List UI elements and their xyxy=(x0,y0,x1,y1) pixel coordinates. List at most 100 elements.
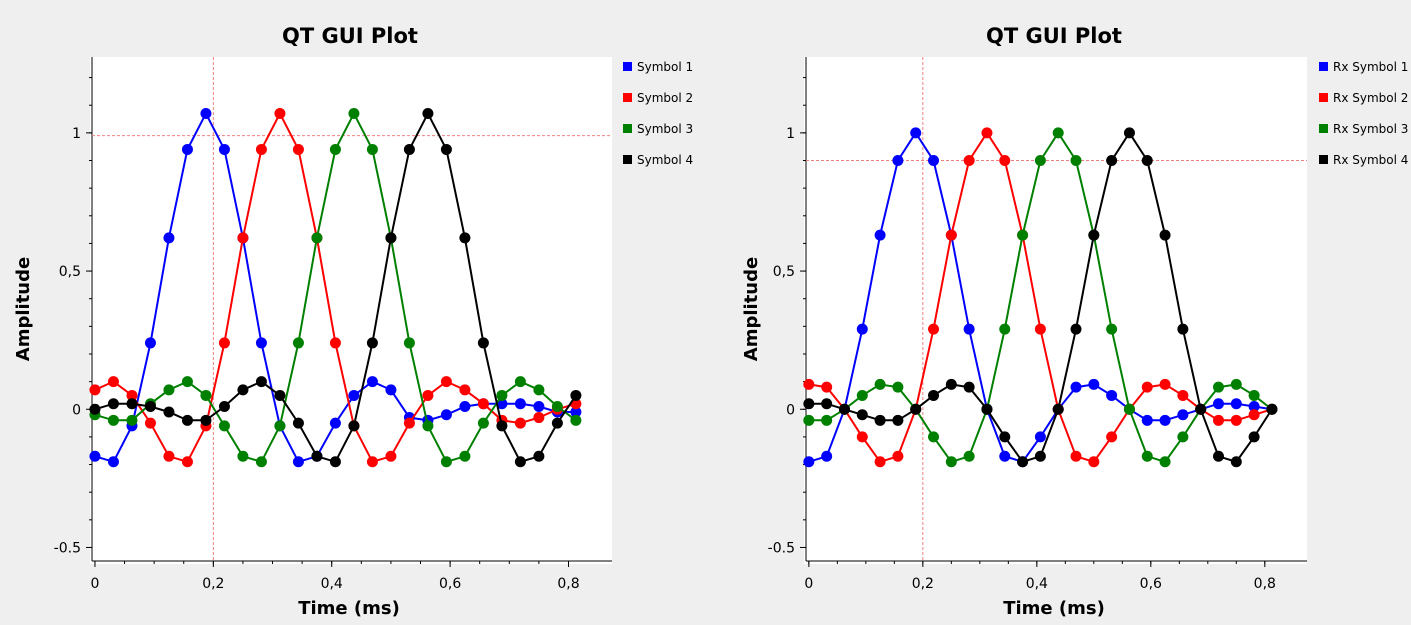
data-point xyxy=(366,376,378,388)
data-point xyxy=(107,376,119,388)
x-tick-label: 0,2 xyxy=(912,576,934,592)
y-axis-label: Amplitude xyxy=(741,257,762,361)
data-point xyxy=(1088,378,1100,390)
data-point xyxy=(963,381,975,393)
data-point xyxy=(1052,403,1064,415)
legend-item[interactable]: Rx Symbol 2 xyxy=(1319,91,1408,105)
chart-rx-symbols: QT GUI Plot Time (ms) Amplitude -0.5 0 0,5… xyxy=(741,24,1408,619)
legend-swatch xyxy=(623,155,632,164)
data-point xyxy=(892,381,904,393)
data-point xyxy=(1017,456,1029,468)
data-point xyxy=(126,398,138,410)
data-point xyxy=(1123,127,1135,139)
data-point xyxy=(1212,381,1224,393)
plot-canvas[interactable] xyxy=(804,57,1307,564)
data-point xyxy=(999,155,1011,167)
x-tick-label: 0 xyxy=(804,576,813,592)
data-point xyxy=(385,232,397,244)
data-point xyxy=(838,403,850,415)
data-point xyxy=(255,376,267,388)
data-point xyxy=(440,456,452,468)
data-point xyxy=(89,403,101,415)
data-point xyxy=(1141,155,1153,167)
y-axis-label: Amplitude xyxy=(13,257,34,361)
data-point xyxy=(1070,323,1082,335)
data-point xyxy=(874,456,886,468)
data-point xyxy=(348,108,360,120)
data-point xyxy=(496,389,508,401)
data-point xyxy=(1034,155,1046,167)
series-4 xyxy=(803,127,1278,468)
data-point xyxy=(255,143,267,155)
data-point xyxy=(292,456,304,468)
data-point xyxy=(144,417,156,429)
data-point xyxy=(459,232,471,244)
data-point xyxy=(856,323,868,335)
data-point xyxy=(1248,389,1260,401)
data-point xyxy=(533,401,545,413)
series-4 xyxy=(89,108,582,468)
data-point xyxy=(348,389,360,401)
data-point xyxy=(803,456,815,468)
legend-item[interactable]: Rx Symbol 4 xyxy=(1319,153,1408,167)
legend-item[interactable]: Symbol 4 xyxy=(623,153,693,167)
chart-title: QT GUI Plot xyxy=(282,24,418,48)
data-point xyxy=(999,431,1011,443)
legend-label: Rx Symbol 1 xyxy=(1333,60,1408,74)
data-point xyxy=(311,450,323,462)
data-point xyxy=(292,417,304,429)
data-point xyxy=(311,232,323,244)
data-point xyxy=(1230,398,1242,410)
data-point xyxy=(1141,450,1153,462)
data-point xyxy=(329,417,341,429)
x-tick-label: 0 xyxy=(90,576,99,592)
legend-item[interactable]: Symbol 2 xyxy=(623,91,693,105)
legend-swatch xyxy=(623,62,632,71)
data-point xyxy=(1034,431,1046,443)
legend-swatch xyxy=(1319,124,1328,133)
data-point xyxy=(1034,450,1046,462)
legend-item[interactable]: Rx Symbol 1 xyxy=(1319,60,1408,74)
data-point xyxy=(329,143,341,155)
data-point xyxy=(1088,456,1100,468)
legend-item[interactable]: Rx Symbol 3 xyxy=(1319,122,1408,136)
data-point xyxy=(181,376,193,388)
data-point xyxy=(892,155,904,167)
x-tick-label: 0,6 xyxy=(439,576,461,592)
legend-label: Symbol 2 xyxy=(637,91,693,105)
data-point xyxy=(1177,409,1189,421)
data-point xyxy=(1106,431,1118,443)
chart-title: QT GUI Plot xyxy=(986,24,1122,48)
data-point xyxy=(570,389,582,401)
data-point xyxy=(910,127,922,139)
data-point xyxy=(1070,450,1082,462)
data-point xyxy=(533,450,545,462)
y-tick-label: 1 xyxy=(786,126,795,142)
data-point xyxy=(999,450,1011,462)
data-point xyxy=(292,337,304,349)
data-point xyxy=(928,323,940,335)
data-point xyxy=(366,456,378,468)
data-point xyxy=(274,108,286,120)
data-point xyxy=(181,414,193,426)
data-point xyxy=(1248,401,1260,413)
data-point xyxy=(292,143,304,155)
data-point xyxy=(329,337,341,349)
legend-item[interactable]: Symbol 1 xyxy=(623,60,693,74)
plot-canvas[interactable] xyxy=(90,57,612,564)
data-point xyxy=(928,155,940,167)
data-point xyxy=(200,414,212,426)
data-point xyxy=(1177,431,1189,443)
data-point xyxy=(514,456,526,468)
data-point xyxy=(366,337,378,349)
data-point xyxy=(981,403,993,415)
data-point xyxy=(329,456,341,468)
data-point xyxy=(533,384,545,396)
data-point xyxy=(892,414,904,426)
data-point xyxy=(1159,456,1171,468)
data-point xyxy=(200,389,212,401)
data-point xyxy=(1106,155,1118,167)
data-point xyxy=(963,323,975,335)
legend-item[interactable]: Symbol 3 xyxy=(623,122,693,136)
data-point xyxy=(422,420,434,432)
